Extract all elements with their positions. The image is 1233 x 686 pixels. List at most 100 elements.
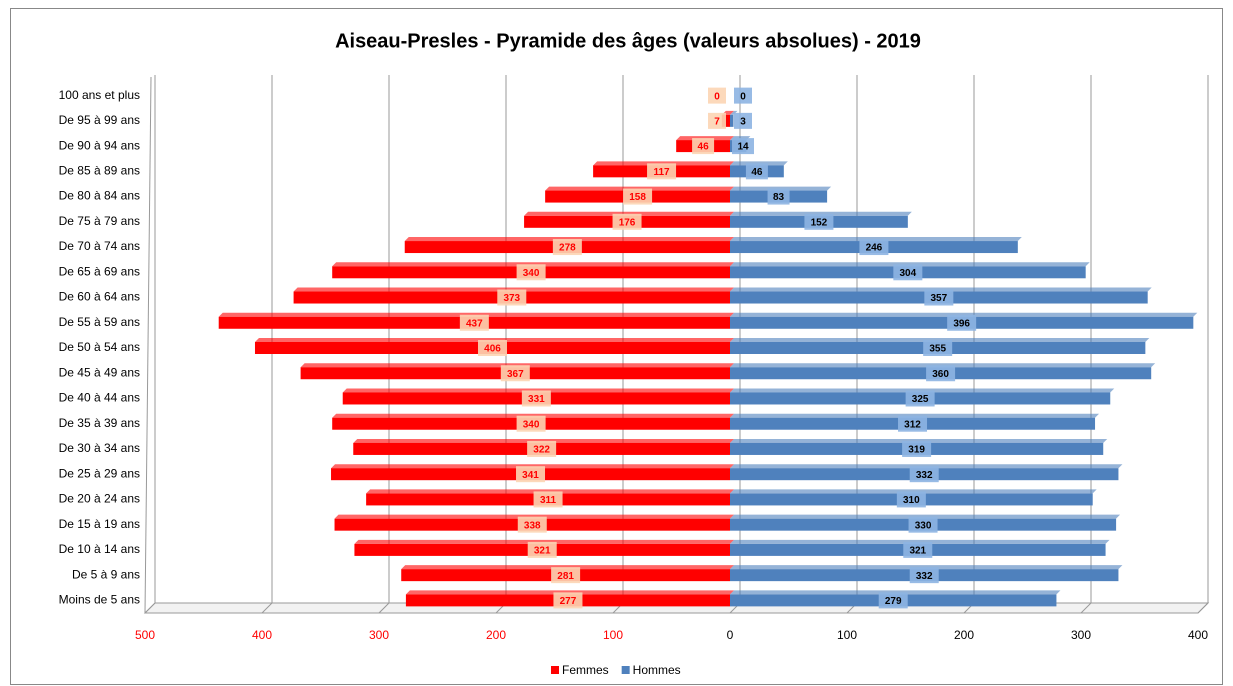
value-label-box (893, 264, 923, 281)
value-label-box (527, 440, 557, 457)
value-label-box (732, 138, 754, 155)
grid-line (144, 602, 156, 614)
value-label: 321 (534, 546, 551, 557)
value-label-box (647, 163, 677, 180)
value-label: 338 (524, 520, 541, 531)
y-tick-label: De 55 à 59 ans (59, 315, 140, 329)
value-label: 83 (773, 192, 785, 203)
value-label-box (497, 289, 527, 306)
legend-label: Hommes (633, 663, 681, 677)
y-tick-label: De 35 à 39 ans (59, 416, 140, 430)
grid-line (1080, 602, 1092, 614)
value-label: 46 (751, 167, 763, 178)
value-label: 340 (523, 268, 540, 279)
value-label: 355 (929, 344, 946, 355)
grid-line (378, 602, 390, 614)
y-tick-label: De 15 à 19 ans (59, 517, 140, 531)
legend-swatch (551, 666, 559, 674)
bar (730, 114, 734, 127)
value-label-box (552, 239, 582, 256)
value-label: 319 (908, 445, 925, 456)
value-label: 278 (559, 243, 576, 254)
x-tick-label: 400 (1188, 628, 1208, 642)
y-tick-label: De 85 à 89 ans (59, 164, 140, 178)
y-tick-label: De 25 à 29 ans (59, 466, 140, 480)
value-label: 437 (466, 318, 483, 329)
value-label: 357 (931, 293, 948, 304)
value-label-box (923, 340, 953, 356)
value-label: 332 (916, 571, 933, 582)
value-label-box (909, 466, 939, 483)
y-tick-label: De 30 à 34 ans (59, 441, 140, 455)
value-label: 340 (523, 419, 540, 430)
x-tick-label: 300 (369, 628, 389, 642)
value-label-box (459, 314, 489, 331)
x-tick-label: 400 (252, 628, 272, 642)
value-label: 321 (909, 546, 926, 557)
x-tick-label: 100 (837, 628, 857, 642)
value-label: 360 (932, 369, 949, 380)
value-label-box (551, 567, 581, 584)
legend-swatch (621, 666, 630, 674)
bar-top (730, 110, 738, 115)
value-label: 312 (904, 419, 921, 430)
value-label-box (516, 264, 546, 281)
value-label: 3 (740, 116, 746, 127)
value-label-box (521, 390, 551, 407)
value-label: 373 (503, 293, 520, 304)
value-label: 46 (698, 142, 710, 153)
value-label-box (908, 516, 938, 533)
value-label-box (517, 516, 547, 533)
x-tick-label: 500 (135, 628, 155, 642)
value-label: 117 (653, 167, 670, 178)
value-label-box (896, 491, 926, 508)
value-label: 304 (899, 268, 916, 279)
value-label-box (527, 541, 557, 558)
chart-title: Aiseau-Presles - Pyramide des âges (vale… (335, 30, 921, 52)
value-label-box (708, 87, 726, 104)
value-label: 279 (885, 596, 902, 607)
x-tick-label: 100 (603, 628, 623, 642)
value-label: 406 (484, 344, 501, 355)
value-label-box (924, 289, 954, 306)
y-tick-label: Moins de 5 ans (59, 593, 140, 607)
value-label: 158 (629, 192, 646, 203)
value-label-box (734, 87, 752, 104)
value-label: 281 (557, 571, 574, 582)
y-tick-label: De 45 à 49 ans (59, 365, 140, 379)
value-label-box (692, 138, 715, 155)
y-tick-label: De 70 à 74 ans (59, 239, 140, 253)
legend-label: Femmes (562, 663, 609, 677)
y-tick-label: De 60 à 64 ans (59, 290, 140, 304)
value-label: 0 (714, 91, 720, 102)
y-tick-label: De 75 à 79 ans (59, 214, 140, 228)
value-label-box (708, 112, 726, 129)
value-label: 330 (915, 520, 932, 531)
value-label-box (947, 314, 977, 331)
value-label-box (500, 365, 530, 382)
value-label: 152 (811, 217, 828, 228)
value-label-box (878, 592, 908, 609)
x-tick-label: 200 (486, 628, 506, 642)
value-label-box (745, 163, 768, 180)
value-label-box (859, 239, 889, 256)
value-label-box (516, 466, 546, 483)
x-tick-label: 200 (954, 628, 974, 642)
value-label-box (734, 112, 752, 129)
value-label-box (902, 440, 932, 457)
y-tick-label: De 90 à 94 ans (59, 138, 140, 152)
value-label: 7 (714, 116, 720, 127)
y-tick-label: 100 ans et plus (59, 88, 140, 102)
y-tick-label: De 95 à 99 ans (59, 113, 140, 127)
value-label-box (553, 592, 583, 609)
value-label: 341 (522, 470, 539, 481)
value-label-box (516, 415, 546, 432)
y-tick-label: De 20 à 24 ans (59, 492, 140, 506)
value-label: 367 (507, 369, 524, 380)
grid-line (1197, 602, 1209, 614)
y-axis-wall (144, 76, 152, 614)
value-label-box (612, 213, 642, 230)
value-label: 325 (912, 394, 929, 405)
value-label-box (804, 213, 834, 230)
